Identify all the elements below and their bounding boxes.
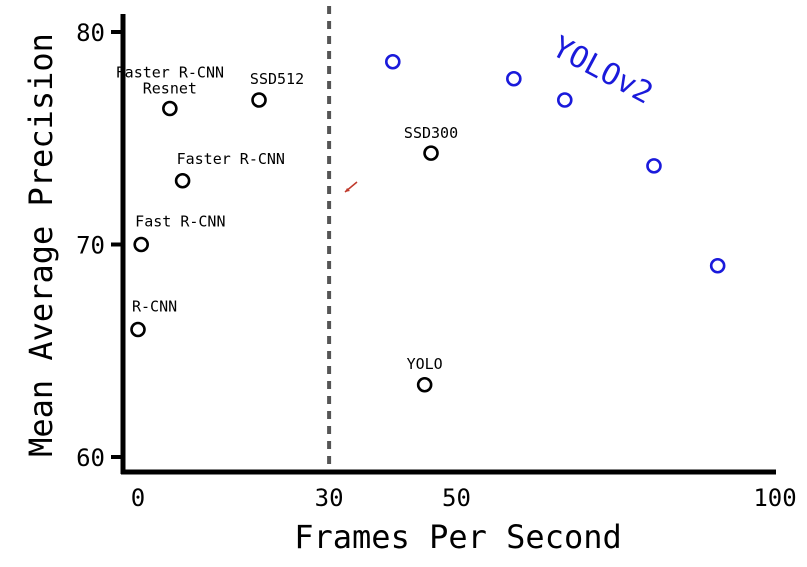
point-label: YOLO bbox=[407, 355, 443, 373]
x-tick-label: 100 bbox=[753, 484, 796, 512]
y-tick-label: 60 bbox=[76, 444, 105, 472]
x-tick-label: 30 bbox=[315, 484, 344, 512]
data-point bbox=[130, 321, 146, 338]
point-label: SSD300 bbox=[404, 124, 458, 142]
series-label-yolov2: YOLOv2 bbox=[546, 30, 658, 112]
data-point bbox=[174, 172, 191, 189]
point-label: Faster R-CNN Resnet bbox=[116, 64, 224, 98]
point-label: R-CNN bbox=[132, 298, 177, 316]
yolov2-data-point bbox=[709, 257, 726, 274]
y-tick-label: 80 bbox=[76, 19, 105, 47]
yolov2-data-point bbox=[556, 92, 573, 108]
data-point bbox=[162, 100, 178, 117]
point-label: Fast R-CNN bbox=[135, 213, 225, 231]
x-tick-label: 0 bbox=[131, 484, 145, 512]
data-point bbox=[423, 145, 439, 161]
data-point bbox=[416, 376, 433, 393]
data-point bbox=[251, 92, 267, 108]
yolov2-data-point bbox=[506, 70, 522, 87]
x-tick-label: 50 bbox=[442, 484, 471, 512]
yolov2-data-point bbox=[646, 158, 662, 174]
mouse-cursor-icon bbox=[344, 181, 358, 193]
x-axis-title: Frames Per Second bbox=[294, 518, 622, 556]
point-label: Faster R-CNN bbox=[177, 150, 285, 168]
y-tick-label: 70 bbox=[76, 232, 105, 260]
data-point bbox=[133, 236, 149, 253]
point-label: SSD512 bbox=[250, 70, 304, 88]
yolov2-data-point bbox=[384, 53, 401, 70]
y-axis-title: Mean Average Precision bbox=[22, 33, 60, 457]
